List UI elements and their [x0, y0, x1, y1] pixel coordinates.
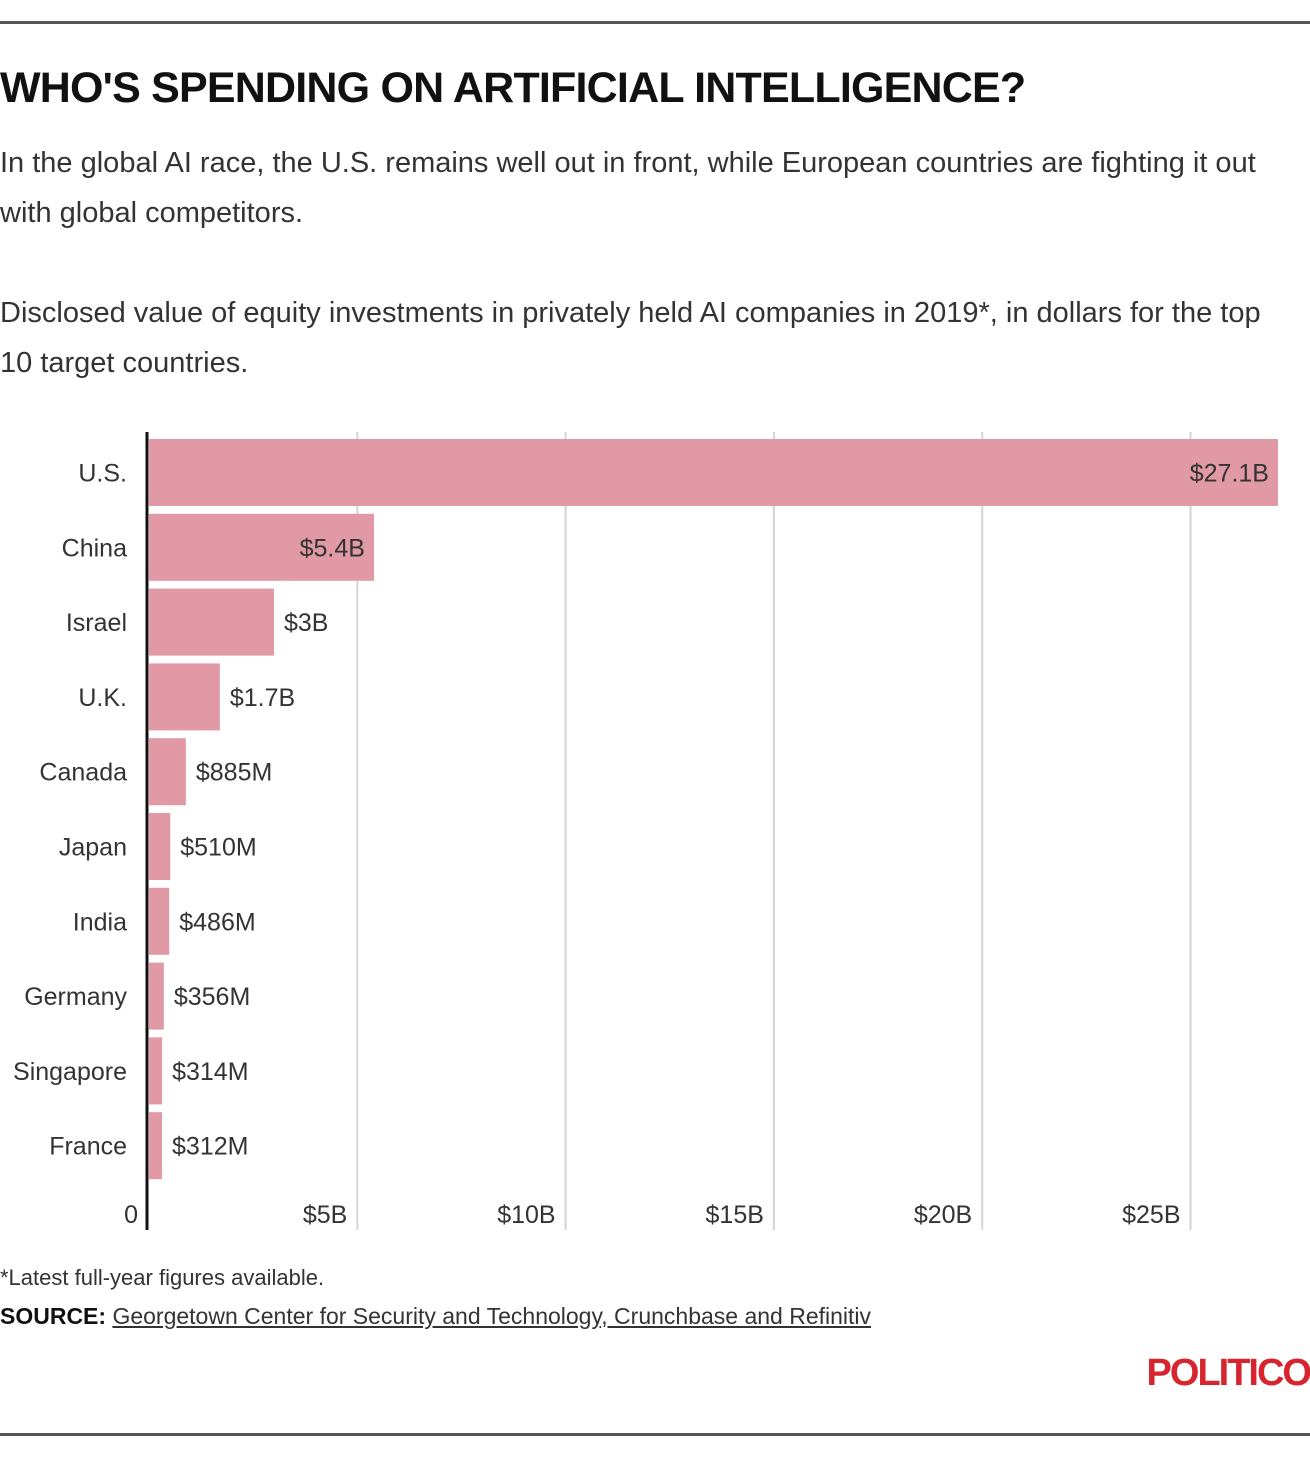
chart-title: WHO'S SPENDING ON ARTIFICIAL INTELLIGENC… [0, 64, 1026, 112]
x-axis-ticks: 0 $5B $10B $15B $20B $25B [124, 1201, 1180, 1229]
category-label: China [62, 534, 127, 562]
bar-china [149, 513, 374, 581]
category-label: Germany [24, 983, 127, 1011]
bar-chart: U.S. China Israel U.K. Canada Japan India Germa… [13, 432, 1278, 1230]
category-label: Japan [59, 834, 127, 862]
bar-canada [149, 738, 186, 806]
x-tick-label: $5B [303, 1201, 347, 1229]
data-label: $356M [174, 983, 250, 1011]
category-label: France [49, 1133, 127, 1161]
bar-u-k [149, 663, 220, 731]
x-tick-label: $20B [914, 1201, 972, 1229]
source-link[interactable]: Georgetown Center for Security and Techn… [112, 1303, 872, 1329]
politico-logo: POLITICO [1146, 1352, 1310, 1394]
data-label: $486M [179, 908, 255, 936]
x-tick-label: $15B [706, 1201, 764, 1229]
chart-subtitle: In the global AI race, the U.S. remains … [0, 147, 1256, 229]
value-labels: $27.1B $5.4B $3B $1.7B $885M $510M $486M $356M $… [172, 460, 1269, 1161]
data-label: $314M [172, 1058, 248, 1086]
category-label: U.S. [78, 460, 127, 488]
data-label: $27.1B [1190, 460, 1269, 488]
data-label: $885M [196, 759, 272, 787]
x-tick-label: 0 [124, 1201, 138, 1229]
bar-india [149, 887, 170, 955]
bars [149, 439, 1278, 1180]
footnote: *Latest full-year figures available. [0, 1265, 325, 1290]
x-tick-label: $25B [1122, 1201, 1180, 1229]
gridlines [356, 432, 1192, 1230]
source-line: SOURCE: Georgetown Center for Security a… [0, 1303, 871, 1330]
category-label: Canada [39, 759, 127, 787]
bottom-divider [0, 1433, 1310, 1436]
data-label: $312M [172, 1133, 248, 1161]
bar-germany [149, 962, 164, 1030]
bar-singapore [149, 1037, 163, 1105]
source-label: SOURCE: [0, 1303, 107, 1329]
bar-japan [149, 813, 171, 880]
category-label: Israel [66, 609, 127, 637]
x-tick-label: $10B [497, 1201, 555, 1229]
data-label: $5.4B [300, 534, 365, 562]
bar-u-s [149, 439, 1278, 506]
chart-description: Disclosed value of equity investments in… [0, 297, 1261, 379]
data-label: $3B [284, 609, 328, 637]
top-divider [0, 21, 1310, 24]
bar-israel [149, 588, 274, 656]
data-label: $1.7B [230, 684, 295, 712]
bar-france [149, 1112, 162, 1180]
category-label: U.K. [78, 684, 127, 712]
category-label: India [73, 908, 127, 936]
category-labels: U.S. China Israel U.K. Canada Japan India Germa… [13, 460, 127, 1161]
data-label: $510M [180, 834, 256, 862]
category-label: Singapore [13, 1058, 127, 1086]
